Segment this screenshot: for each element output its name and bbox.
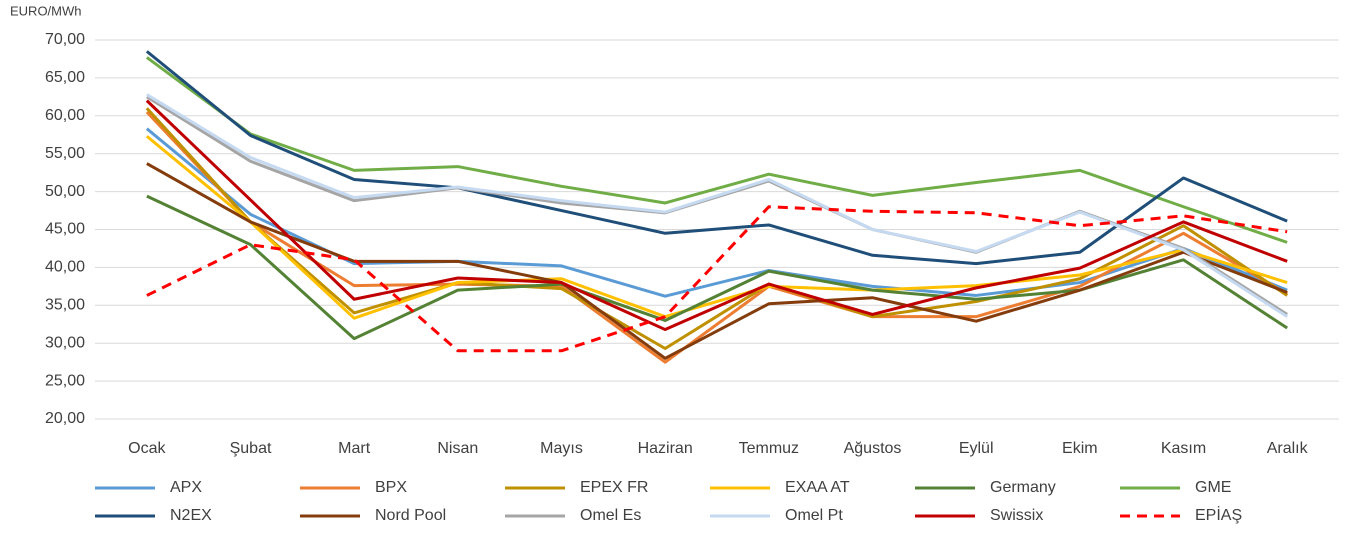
legend-label: BPX bbox=[375, 479, 407, 496]
series-line bbox=[145, 135, 1288, 320]
x-tick-label: Haziran bbox=[638, 440, 693, 457]
y-tick-label: 60,00 bbox=[45, 107, 85, 124]
legend-label: N2EX bbox=[170, 507, 212, 524]
y-tick-label: 20,00 bbox=[45, 410, 85, 427]
y-tick-label: 35,00 bbox=[45, 297, 85, 314]
legend-label: Omel Pt bbox=[785, 507, 843, 524]
x-tick-label: Nisan bbox=[437, 440, 478, 457]
y-tick-label: 55,00 bbox=[45, 145, 85, 162]
series-line bbox=[145, 56, 1288, 244]
x-tick-label: Kasım bbox=[1161, 440, 1206, 457]
y-axis-label: EURO/MWh bbox=[10, 3, 82, 18]
series-line bbox=[145, 110, 1288, 364]
legend-label: Swissix bbox=[990, 507, 1043, 524]
legend-label: Omel Es bbox=[580, 507, 641, 524]
legend-label: APX bbox=[170, 479, 202, 496]
y-tick-label: 70,00 bbox=[45, 31, 85, 48]
legend-label: EXAA AT bbox=[785, 479, 850, 496]
x-tick-label: Ocak bbox=[128, 440, 166, 457]
y-tick-label: 40,00 bbox=[45, 259, 85, 276]
y-tick-label: 30,00 bbox=[45, 334, 85, 351]
x-tick-label: Ağustos bbox=[844, 440, 902, 457]
series-line bbox=[146, 93, 1288, 318]
series-line bbox=[145, 50, 1288, 266]
y-tick-label: 50,00 bbox=[45, 183, 85, 200]
x-tick-label: Ekim bbox=[1062, 440, 1098, 457]
x-tick-label: Mart bbox=[338, 440, 371, 457]
series-line bbox=[146, 162, 1288, 360]
series-line bbox=[145, 99, 1288, 332]
x-tick-label: Mayıs bbox=[540, 440, 583, 457]
x-tick-label: Eylül bbox=[959, 440, 994, 457]
legend-label: Germany bbox=[990, 479, 1056, 496]
series-line bbox=[146, 205, 1288, 353]
legend-label: EPİAŞ bbox=[1195, 505, 1242, 524]
legend-label: GME bbox=[1195, 479, 1231, 496]
y-tick-label: 45,00 bbox=[45, 221, 85, 238]
y-tick-label: 25,00 bbox=[45, 372, 85, 389]
y-tick-label: 65,00 bbox=[45, 69, 85, 86]
legend-label: EPEX FR bbox=[580, 479, 648, 496]
legend-label: Nord Pool bbox=[375, 507, 446, 524]
x-tick-label: Temmuz bbox=[739, 440, 799, 457]
x-tick-label: Şubat bbox=[230, 440, 272, 457]
x-tick-label: Aralık bbox=[1267, 440, 1309, 457]
